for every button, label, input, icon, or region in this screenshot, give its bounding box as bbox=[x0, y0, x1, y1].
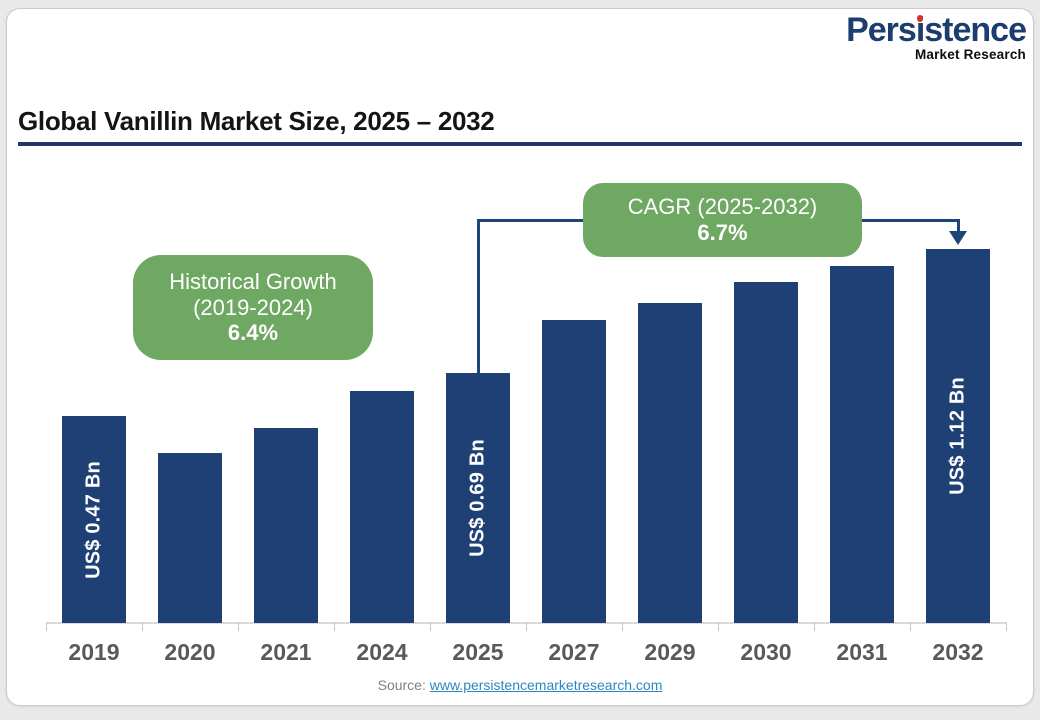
logo-subtitle: Market Research bbox=[914, 47, 1026, 62]
bar-2025: US$ 0.69 Bn bbox=[446, 373, 510, 623]
x-tick-label-2021: 2021 bbox=[260, 639, 312, 665]
source-link[interactable]: www.persistencemarketresearch.com bbox=[429, 677, 663, 693]
x-axis-tick bbox=[142, 622, 143, 631]
x-axis-tick bbox=[1006, 622, 1007, 631]
x-tick-label-2019: 2019 bbox=[68, 639, 120, 665]
bar-2031 bbox=[830, 266, 894, 623]
logo-red-dot-i: i bbox=[915, 11, 926, 49]
cagr-value: 6.7% bbox=[697, 220, 748, 245]
x-axis-tick bbox=[910, 622, 911, 631]
logo: Persistence Market Research bbox=[846, 11, 1027, 62]
x-axis-tick bbox=[814, 622, 815, 631]
cagr-line1: CAGR (2025-2032) bbox=[627, 193, 818, 219]
bar-2027 bbox=[542, 320, 606, 623]
cagr-bracket-left-line bbox=[477, 220, 480, 373]
x-axis-tick bbox=[622, 622, 623, 631]
historical-growth-line1: Historical Growth bbox=[169, 268, 337, 294]
x-axis-tick bbox=[430, 622, 431, 631]
cagr-callout: CAGR (2025-2032) 6.7% bbox=[583, 183, 862, 257]
x-tick-label-2029: 2029 bbox=[644, 639, 696, 665]
bar-2029 bbox=[638, 303, 702, 623]
x-axis-tick bbox=[238, 622, 239, 631]
logo-wordmark: Persistence bbox=[846, 11, 1027, 49]
bar-2019: US$ 0.47 Bn bbox=[62, 416, 126, 623]
x-axis-tick bbox=[526, 622, 527, 631]
x-axis-tick bbox=[718, 622, 719, 631]
bar-2032: US$ 1.12 Bn bbox=[926, 249, 990, 623]
historical-growth-callout: Historical Growth (2019-2024) 6.4% bbox=[133, 255, 373, 360]
source-prefix: Source: bbox=[377, 677, 430, 693]
bar-value-label-2019: US$ 0.47 Bn bbox=[82, 460, 105, 579]
bar-2024 bbox=[350, 391, 414, 623]
logo-text-post: stence bbox=[924, 11, 1027, 49]
bar-2020 bbox=[158, 453, 222, 623]
title-underline bbox=[18, 142, 1022, 146]
x-axis-tick bbox=[334, 622, 335, 631]
logo-text-pre: Pers bbox=[846, 11, 917, 49]
bar-2021 bbox=[254, 428, 318, 623]
source-line: Source: www.persistencemarketresearch.co… bbox=[0, 677, 1040, 693]
x-tick-label-2031: 2031 bbox=[836, 639, 888, 665]
cagr-bracket-right-line bbox=[957, 219, 960, 233]
x-tick-label-2032: 2032 bbox=[932, 639, 984, 665]
x-tick-label-2024: 2024 bbox=[356, 639, 408, 665]
historical-growth-line2: (2019-2024) bbox=[193, 294, 313, 320]
x-tick-label-2020: 2020 bbox=[164, 639, 216, 665]
cagr-bracket-arrow-icon bbox=[949, 231, 967, 245]
bar-value-label-2032: US$ 1.12 Bn bbox=[946, 377, 969, 495]
bar-2030 bbox=[734, 282, 798, 623]
x-tick-label-2025: 2025 bbox=[452, 639, 504, 665]
x-tick-label-2030: 2030 bbox=[740, 639, 792, 665]
x-tick-label-2027: 2027 bbox=[548, 639, 600, 665]
historical-growth-value: 6.4% bbox=[227, 320, 279, 346]
bar-value-label-2025: US$ 0.69 Bn bbox=[466, 439, 489, 557]
x-axis-tick bbox=[46, 622, 47, 631]
page-title: Global Vanillin Market Size, 2025 – 2032 bbox=[18, 106, 495, 136]
